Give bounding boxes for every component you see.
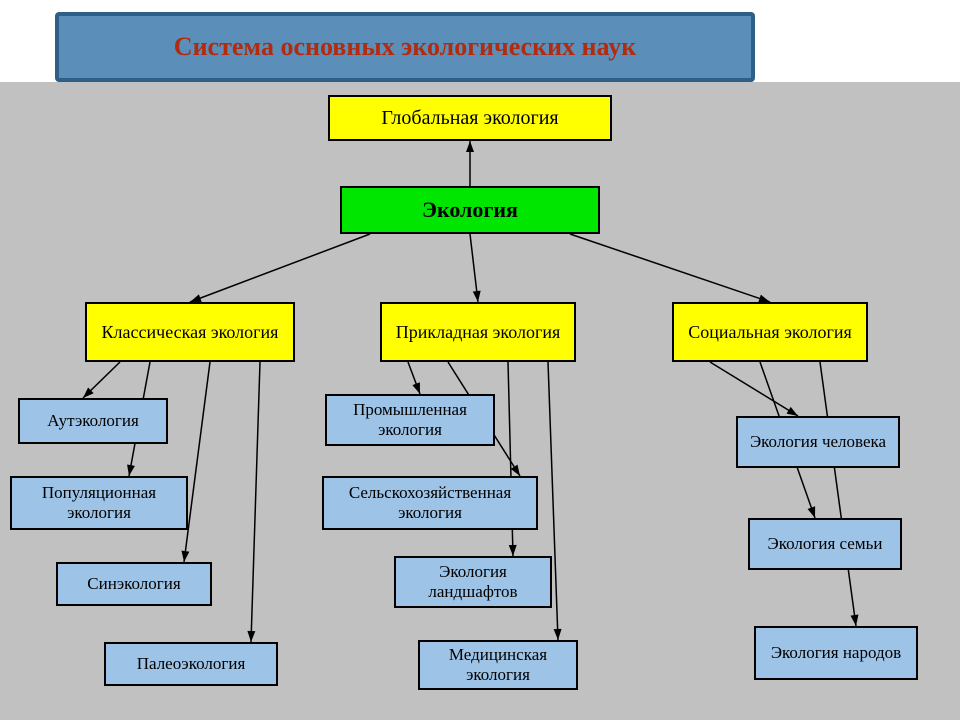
node-human: Экология че­ловека xyxy=(736,416,900,468)
node-social: Социальная экология xyxy=(672,302,868,362)
node-med: Медицинская экология xyxy=(418,640,578,690)
node-pop: Популяционная экология xyxy=(10,476,188,530)
page-title-text: Система основных экологических наук xyxy=(174,32,636,62)
node-agri: Сельскохозяйственная экология xyxy=(322,476,538,530)
node-paleo: Палеоэкология xyxy=(104,642,278,686)
diagram-canvas: Система основных экологических наук Глоб… xyxy=(0,0,960,720)
node-ind: Промышленная экология xyxy=(325,394,495,446)
node-applied: Прикладная экология xyxy=(380,302,576,362)
page-title: Система основных экологических наук xyxy=(55,12,755,82)
node-aut: Аутэкология xyxy=(18,398,168,444)
node-family: Экология се­мьи xyxy=(748,518,902,570)
node-global: Глобальная экология xyxy=(328,95,612,141)
node-nation: Экология на­родов xyxy=(754,626,918,680)
node-ecology: Экология xyxy=(340,186,600,234)
node-classic: Классическая экология xyxy=(85,302,295,362)
node-land: Экология ландшафтов xyxy=(394,556,552,608)
node-syn: Синэкология xyxy=(56,562,212,606)
